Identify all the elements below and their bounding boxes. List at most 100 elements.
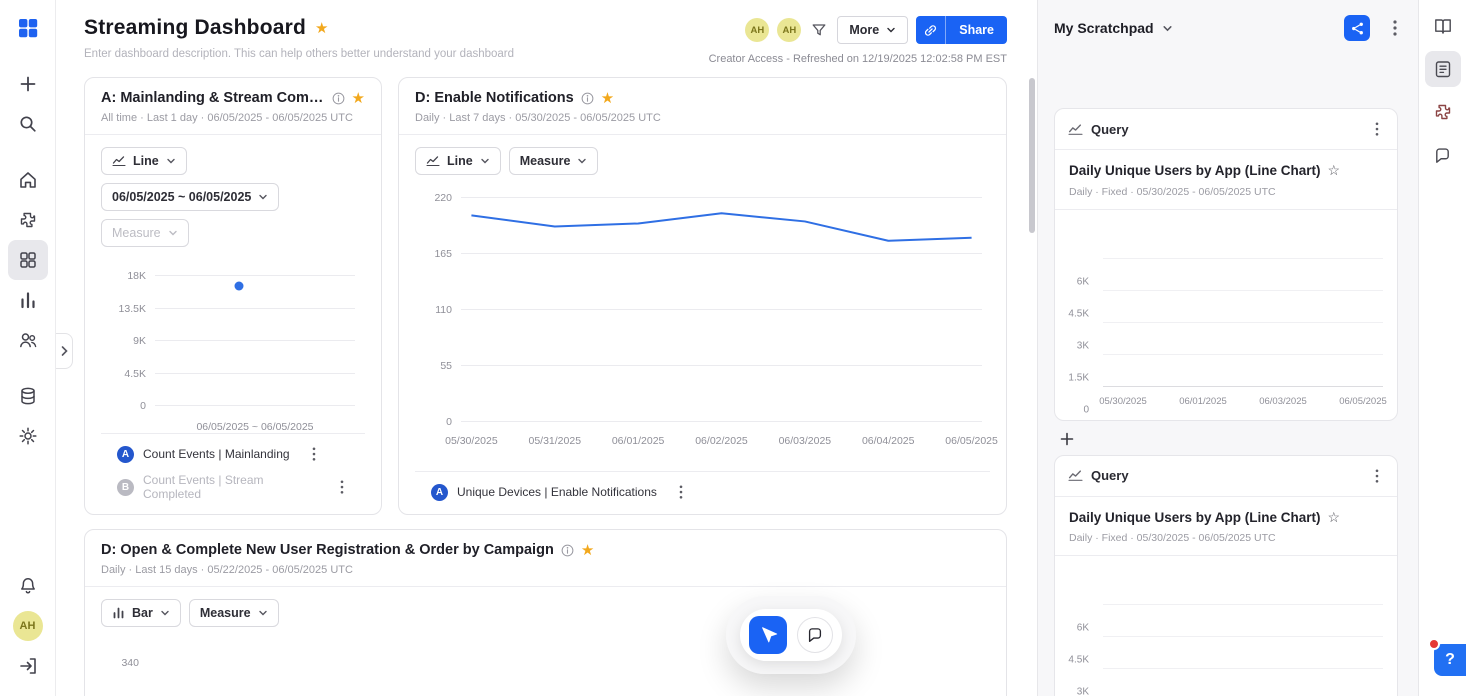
sidebar-item-audiences[interactable] <box>8 320 48 360</box>
kebab-menu-icon[interactable] <box>1370 120 1384 138</box>
favorite-star-outline-icon[interactable]: ☆ <box>1327 162 1341 178</box>
info-icon[interactable] <box>561 544 574 557</box>
sign-out-button[interactable] <box>8 646 48 686</box>
bars <box>1103 604 1383 696</box>
vertical-scrollbar[interactable] <box>1029 78 1035 233</box>
measure-select[interactable]: Measure <box>188 599 279 627</box>
gridline <box>1103 636 1383 638</box>
query-title[interactable]: Daily Unique Users by App (Line Chart) <box>1069 163 1321 178</box>
collaborator-avatar[interactable]: AH <box>777 18 802 42</box>
x-axis-tick-label: 06/03/2025 <box>778 435 832 447</box>
more-button-label: More <box>849 23 880 37</box>
chevron-down-icon <box>258 192 268 202</box>
card-favorite-star-icon[interactable]: ★ <box>600 89 615 107</box>
copy-link-button[interactable] <box>916 16 947 44</box>
extensions-panel-button[interactable] <box>1425 94 1461 130</box>
measure-select[interactable]: Measure <box>101 219 189 247</box>
legend-item[interactable]: A Unique Devices | Enable Notifications <box>415 478 990 506</box>
filter-button[interactable] <box>809 20 829 40</box>
cursor-tool-button[interactable] <box>749 616 787 654</box>
comment-tool-button[interactable] <box>797 617 833 653</box>
chart-type-select[interactable]: Bar <box>101 599 181 627</box>
user-avatar[interactable]: AH <box>8 606 48 646</box>
gridline: 0 <box>446 416 982 428</box>
gridline: 4.5K <box>124 368 355 380</box>
sidebar-item-settings[interactable] <box>8 416 48 456</box>
scratchpad-menu-icon[interactable] <box>1388 18 1402 38</box>
chevron-down-icon[interactable] <box>1160 21 1175 36</box>
date-range-select[interactable]: 06/05/2025 ~ 06/05/2025 <box>101 183 280 211</box>
sidebar-item-charts[interactable] <box>8 280 48 320</box>
comments-panel-button[interactable] <box>1425 137 1461 173</box>
share-button[interactable]: Share <box>946 16 1007 44</box>
scatter-chart[interactable]: 18K 13.5K 9K 4.5K 0 <box>119 270 355 412</box>
x-axis-tick-label: 06/03/2025 <box>1259 395 1307 407</box>
plus-icon <box>1060 432 1074 445</box>
chat-bubble-icon <box>808 628 822 642</box>
avatar-initials: AH <box>12 611 43 641</box>
dashboard-grid-icon <box>19 252 36 268</box>
measure-select[interactable]: Measure <box>508 147 599 175</box>
chart-type-label: Line <box>447 154 473 168</box>
database-icon <box>20 387 35 405</box>
series-label: Unique Devices | Enable Notifications <box>457 485 657 499</box>
info-icon[interactable] <box>581 92 594 105</box>
gridline <box>1103 257 1383 259</box>
sidebar-expand-button[interactable] <box>56 333 73 369</box>
x-axis-tick-label: 05/31/2025 <box>528 435 582 447</box>
x-axis-tick-label: 05/30/2025 <box>1099 395 1147 407</box>
dashboard-header: Streaming Dashboard ★ Enter dashboard de… <box>56 0 1037 73</box>
y-axis-tick-label: 9K <box>133 335 146 347</box>
sidebar-item-data[interactable] <box>8 376 48 416</box>
line-chart[interactable]: 220 165 110 55 0 <box>434 192 982 428</box>
help-button[interactable]: ? <box>1428 638 1466 676</box>
kebab-menu-icon[interactable] <box>674 483 688 501</box>
bar-chart-icon <box>112 607 125 619</box>
kebab-menu-icon[interactable] <box>307 445 321 463</box>
gridlines <box>1103 257 1383 387</box>
chart-type-label: Bar <box>132 606 153 620</box>
chart-type-select[interactable]: Line <box>415 147 501 175</box>
app-logo[interactable] <box>8 8 48 48</box>
scratchpad-panel: My Scratchpad Query <box>1037 0 1418 696</box>
chart-type-select[interactable]: Line <box>101 147 187 175</box>
bar-chart-icon <box>20 292 35 309</box>
create-new-button[interactable] <box>8 64 48 104</box>
info-icon[interactable] <box>332 92 345 105</box>
scratchpad-share-button[interactable] <box>1344 15 1370 41</box>
chart-card-bottom: D: Open & Complete New User Registration… <box>84 529 1007 696</box>
card-title: A: Mainlanding & Stream Comp... <box>101 90 325 106</box>
add-query-button[interactable] <box>1054 426 1080 452</box>
legend-item[interactable]: B Count Events | Stream Completed <box>101 468 365 506</box>
line-series <box>471 213 971 240</box>
gridlines <box>1103 604 1383 696</box>
x-axis-tick-label: 06/01/2025 <box>1179 395 1227 407</box>
gridline: 220 <box>434 192 982 204</box>
cards-section: A: Mainlanding & Stream Comp... ★ All ti… <box>56 73 1037 696</box>
sidebar-item-home[interactable] <box>8 160 48 200</box>
series-badge: A <box>117 445 134 463</box>
dashboard-description-placeholder[interactable]: Enter dashboard description. This can he… <box>84 48 515 60</box>
line-chart-icon <box>426 155 440 167</box>
more-button[interactable]: More <box>837 16 909 44</box>
favorite-star-outline-icon[interactable]: ☆ <box>1327 508 1341 525</box>
query-card: Query Daily Unique Users by App (Line Ch… <box>1054 454 1398 696</box>
scratchpad-title[interactable]: My Scratchpad <box>1054 20 1154 36</box>
notes-panel-button[interactable] <box>1424 51 1461 87</box>
sidebar-item-dashboards[interactable] <box>7 240 48 280</box>
query-title[interactable]: Daily Unique Users by App (Line Chart) <box>1069 509 1321 525</box>
reader-panel-button[interactable] <box>1425 8 1461 44</box>
kebab-menu-icon[interactable] <box>335 478 349 496</box>
sidebar-item-extensions[interactable] <box>8 200 48 240</box>
collaborator-avatar[interactable]: AH <box>745 18 770 42</box>
card-favorite-star-icon[interactable]: ★ <box>580 541 595 559</box>
favorite-star-icon[interactable]: ★ <box>315 19 329 37</box>
search-button[interactable] <box>8 104 48 144</box>
kebab-menu-icon[interactable] <box>1370 467 1384 485</box>
notifications-button[interactable] <box>8 566 48 606</box>
card-favorite-star-icon[interactable]: ★ <box>351 89 365 107</box>
x-axis-tick-label: 06/05/2025 <box>945 435 998 447</box>
legend-item[interactable]: A Count Events | Mainlanding <box>101 440 365 468</box>
